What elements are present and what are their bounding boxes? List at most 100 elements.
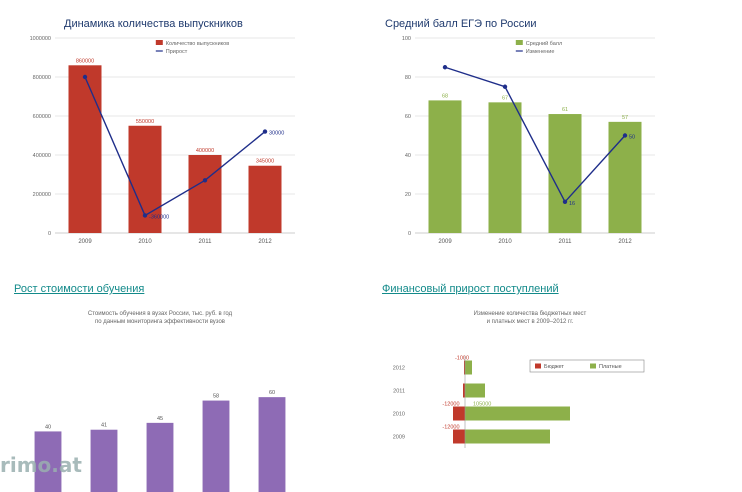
chart1-legend-label: Количество выпускников	[166, 41, 229, 47]
chart2-bar-label: 68	[442, 93, 448, 99]
chart4-legend-label: Платные	[599, 364, 622, 370]
chart2-bar	[548, 114, 582, 233]
chart4-subtitle: Изменение количества бюджетных мест и пл…	[410, 310, 650, 326]
chart1-legend-swatch-bar	[155, 40, 163, 45]
chart1-line-label: 30000	[269, 131, 284, 137]
chart4-category-label: 2009	[393, 435, 405, 441]
chart1-line	[84, 76, 266, 217]
chart1-bar-label: 400000	[196, 148, 214, 154]
chart1-xtick-label: 2011	[199, 239, 213, 245]
chart2-ytick-label: 20	[405, 192, 411, 198]
chart2-ytick-label: 80	[405, 75, 411, 81]
chart4-bar-negative	[464, 360, 465, 375]
chart4-bar-negative	[453, 429, 465, 444]
chart2-bar-label: 67	[502, 95, 508, 101]
chart2-legend-swatch-bar	[515, 40, 523, 45]
chart3-bar-label: 41	[101, 423, 107, 429]
chart2-xtick-label: 2011	[559, 239, 573, 245]
chart4-bar-negative	[463, 383, 465, 398]
chart3-subtitle-line2: по данным мониторинга эффективности вузо…	[95, 319, 225, 325]
chart3-bar-label: 60	[269, 390, 275, 396]
chart3-title[interactable]: Рост стоимости обучения	[14, 283, 145, 295]
chart2-line-point	[502, 84, 508, 89]
chart2-bar-label: 61	[562, 107, 568, 113]
chart4-bar-positive	[465, 383, 485, 398]
chart1-line-label: -360000	[149, 214, 169, 220]
chart1-xtick-label: 2009	[78, 239, 92, 245]
chart1-bar-label: 860000	[76, 58, 94, 64]
chart2-line-point	[442, 65, 448, 70]
chart3-bar	[202, 400, 230, 492]
chart4-bar-label: 105000	[473, 402, 491, 408]
chart4-bar-label: -12000	[442, 402, 459, 408]
chart2-xtick-label: 2009	[438, 239, 452, 245]
chart1-title: Динамика количества выпускников	[64, 18, 243, 30]
chart2-line-point	[622, 133, 628, 138]
chart4-subtitle-line2: и платных мест в 2009–2012 гг.	[486, 319, 574, 325]
chart2-bar	[608, 121, 642, 233]
chart4-bar-positive	[465, 406, 570, 421]
chart1-bar-label: 550000	[136, 119, 154, 125]
chart2-legend-label: Средний балл	[526, 40, 562, 47]
chart4-category-label: 2010	[393, 412, 405, 418]
chart1-ytick-label: 0	[48, 231, 51, 237]
chart1-line-point	[82, 74, 88, 80]
chart3-subtitle: Стоимость обучения в вузах России, тыс. …	[30, 310, 290, 326]
chart4-bar-negative	[453, 406, 465, 421]
chart2-bar	[488, 102, 522, 233]
chart2-line-point	[562, 199, 568, 204]
chart1: 0 200000 400000 600000 800000 1000000 860000 20…	[30, 36, 295, 245]
chart4-category-label: 2011	[393, 389, 405, 395]
chart2: 0 20 40 60 80 100 68 2009 67 2010 61 2011 57 2012 16 50…	[402, 36, 655, 245]
chart4-legend-swatch	[590, 363, 596, 369]
chart2-ytick-label: 100	[402, 36, 411, 42]
chart2-bar-label: 57	[622, 115, 628, 121]
chart4-subtitle-line1: Изменение количества бюджетных мест	[473, 311, 587, 317]
chart1-xtick-label: 2010	[138, 239, 152, 245]
chart1-legend-label: Прирост	[166, 49, 188, 55]
chart2-xtick-label: 2010	[498, 239, 512, 245]
chart4-title[interactable]: Финансовый прирост поступлений	[382, 283, 559, 295]
chart3-bar	[34, 431, 62, 492]
chart4-legend-box	[529, 359, 645, 373]
chart4-bar-positive	[465, 360, 472, 375]
chart1-ytick-label: 200000	[33, 192, 51, 198]
chart3-bar-label: 58	[213, 394, 219, 400]
chart3-bar-label: 40	[45, 424, 51, 430]
chart4: 2012 -1000 2011 2010 -12000 105000 2009 -12000 Б…	[393, 356, 645, 448]
chart2-line	[444, 66, 626, 204]
chart1-xtick-label: 2012	[258, 239, 272, 245]
chart1-ytick-label: 400000	[33, 153, 51, 159]
chart4-bar-label: -1000	[455, 356, 469, 362]
chart3-bar	[146, 422, 174, 492]
chart1-bar	[248, 165, 282, 233]
chart1-ytick-label: 800000	[33, 75, 51, 81]
chart1-bar-label: 345000	[256, 159, 274, 165]
chart3: 40 41 45 58 60	[34, 390, 286, 492]
chart4-bar-positive	[465, 429, 550, 444]
chart1-bar	[68, 65, 102, 233]
chart1-ytick-label: 1000000	[30, 36, 51, 42]
chart4-bar-label: -12000	[442, 425, 459, 431]
chart1-ytick-label: 600000	[33, 114, 51, 120]
chart2-ytick-label: 40	[405, 153, 411, 159]
chart2-line-label: 50	[629, 135, 635, 141]
chart2-xtick-label: 2012	[618, 239, 632, 245]
chart1-line-point	[142, 213, 148, 218]
chart2-line-label: 16	[569, 201, 575, 207]
chart4-legend-swatch	[535, 363, 541, 369]
chart4-legend-label: Бюджет	[544, 364, 564, 370]
chart3-bar	[258, 397, 286, 492]
chart1-line-point	[262, 129, 268, 134]
chart2-legend-label: Изменение	[526, 49, 555, 55]
chart2-title: Средний балл ЕГЭ по России	[385, 18, 537, 30]
chart2-ytick-label: 0	[408, 231, 411, 237]
chart3-bar	[90, 429, 118, 492]
chart1-line-point	[202, 178, 208, 183]
watermark: rimo.at	[0, 453, 82, 477]
chart1-bar	[188, 155, 222, 233]
chart3-bar-label: 45	[157, 416, 163, 422]
chart4-category-label: 2012	[393, 366, 405, 372]
chart2-ytick-label: 60	[405, 114, 411, 120]
chart3-subtitle-line1: Стоимость обучения в вузах России, тыс. …	[87, 311, 233, 317]
